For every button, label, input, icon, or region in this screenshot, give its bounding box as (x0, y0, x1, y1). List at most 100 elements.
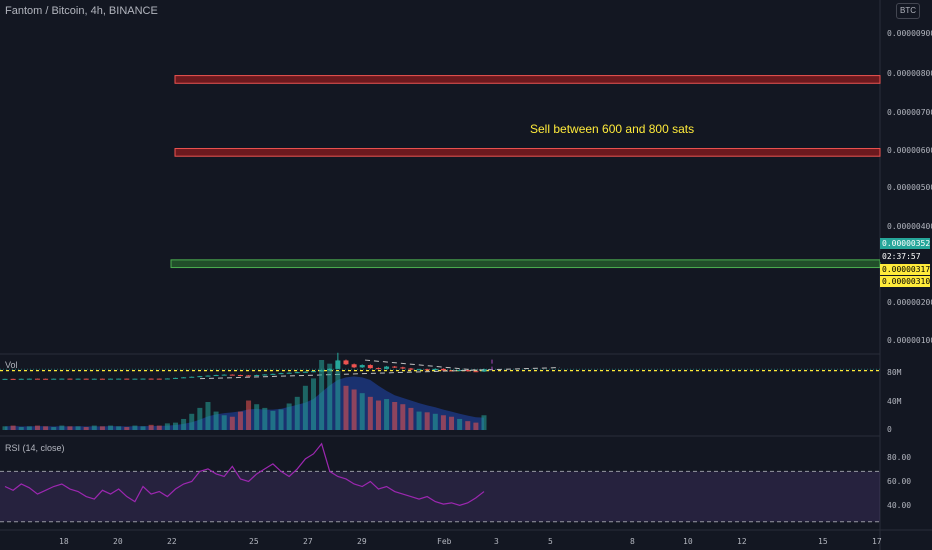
candle-body (67, 378, 73, 380)
candle-body (400, 367, 406, 369)
candle-body (335, 360, 341, 369)
volume-bar (51, 427, 57, 430)
volume-bar (99, 426, 105, 430)
candle-body (181, 377, 187, 379)
time-label-3: 3 (494, 537, 499, 546)
candle-body (148, 378, 154, 380)
candle-body (213, 375, 219, 377)
candle-body (302, 371, 308, 373)
volume-bar (432, 413, 438, 430)
volume-bar (75, 426, 81, 430)
volume-bar (237, 411, 243, 430)
candle-body (432, 368, 438, 371)
volume-bar (278, 409, 284, 430)
candle-body (51, 378, 57, 380)
candle-body (91, 378, 97, 380)
time-label-10: 10 (683, 537, 693, 546)
volume-bar (59, 425, 65, 430)
rsi-band (0, 471, 880, 522)
rsi-label-40: 40.00 (887, 501, 912, 510)
volume-bar (351, 389, 357, 430)
volume-bar (91, 425, 97, 430)
candle-body (99, 378, 105, 380)
volume-bar (311, 378, 317, 430)
candle-body (10, 378, 16, 380)
candle-body (229, 374, 235, 376)
volume-bar (172, 422, 178, 430)
candle-body (375, 368, 381, 370)
candle-body (278, 373, 284, 375)
volume-bar (67, 426, 73, 430)
time-label-20: 20 (113, 537, 123, 546)
rsi-title: RSI (14, close) (5, 443, 65, 453)
volume-bar (359, 393, 365, 430)
countdown-tag: 02:37:57 (880, 251, 930, 262)
time-label-17: 17 (872, 537, 882, 546)
candle-body (75, 378, 81, 380)
candle-body (108, 378, 114, 380)
candle-body (367, 365, 373, 369)
volume-bar (424, 412, 430, 430)
currency-badge[interactable]: BTC (896, 3, 920, 19)
volume-bar (140, 426, 146, 430)
level-tag-310: 0.00000310 (880, 276, 931, 287)
time-label-12: 12 (737, 537, 747, 546)
candle-body (408, 368, 414, 370)
price-label-800: 0.00000800 (887, 69, 932, 78)
candle-body (359, 365, 365, 368)
rsi-label-80: 80.00 (887, 453, 912, 462)
volume-bar (375, 400, 381, 430)
last-price-tag: 0.00000352 (880, 238, 931, 249)
descending-trendline (364, 359, 481, 371)
price-label-400: 0.00000400 (887, 222, 932, 231)
price-label-900: 0.00000900 (887, 29, 932, 38)
volume-bar (181, 418, 187, 430)
rsi-line (4, 442, 485, 506)
price-label-500: 0.00000500 (887, 183, 932, 192)
volume-bar (213, 411, 219, 430)
volume-bar (440, 415, 446, 430)
time-label-22: 22 (167, 537, 177, 546)
volume-bar (327, 363, 333, 430)
volume-bar (18, 427, 24, 430)
time-label-29: 29 (357, 537, 367, 546)
candle-body (221, 374, 227, 376)
candle-body (294, 372, 300, 374)
candle-body (465, 370, 471, 372)
time-label-15: 15 (818, 537, 828, 546)
volume-bar (246, 400, 252, 430)
price-label-600: 0.00000600 (887, 146, 932, 155)
volume-bar (116, 426, 122, 430)
candle-body (481, 369, 487, 372)
candle-body (254, 375, 260, 377)
volume-bar (319, 360, 325, 430)
volume-bar (294, 396, 300, 430)
volume-bar (457, 418, 463, 430)
volume-label-40m: 40M (887, 397, 902, 406)
candle-body (197, 376, 203, 378)
time-label-25: 25 (249, 537, 259, 546)
level-tag-317: 0.00000317 (880, 264, 931, 275)
volume-bar (156, 425, 162, 430)
candle-body (172, 377, 178, 379)
time-label-feb: Feb (437, 537, 452, 546)
volume-bar (108, 425, 114, 430)
candle-body (34, 378, 40, 380)
volume-bar (384, 399, 390, 430)
candle-body (83, 378, 89, 380)
candle-body (311, 371, 317, 373)
time-label-8: 8 (630, 537, 635, 546)
volume-bar (481, 415, 487, 430)
volume-bar (26, 426, 32, 430)
volume-bar (400, 404, 406, 430)
volume-bar (335, 371, 341, 430)
candle-body (440, 368, 446, 371)
volume-bar (132, 425, 138, 430)
ascending-trendline (199, 367, 561, 380)
candle-body (392, 366, 398, 368)
candle-body (189, 376, 195, 378)
volume-bar (34, 425, 40, 430)
candle-body (140, 378, 146, 380)
candle-body (116, 378, 122, 380)
